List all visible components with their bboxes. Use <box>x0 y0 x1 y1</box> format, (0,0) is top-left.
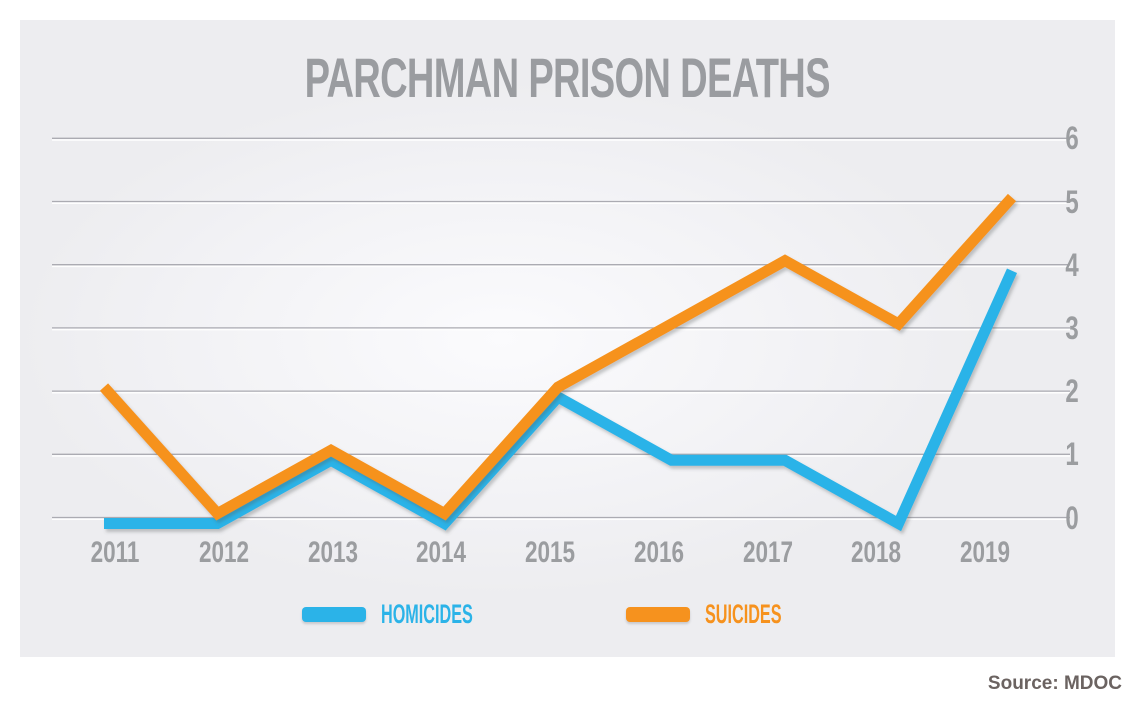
x-axis-label: 2015 <box>524 536 576 569</box>
x-axis-label: 2012 <box>198 536 249 569</box>
homicides-line <box>104 268 1018 532</box>
homicides-swatch <box>302 607 367 622</box>
data-series <box>99 193 1018 532</box>
suicides-swatch <box>626 607 691 622</box>
y-axis-label: 3 <box>1065 309 1079 346</box>
y-axis-label: 5 <box>1065 183 1079 220</box>
suicides-legend-label: SUICIDES <box>705 599 782 629</box>
source-note: Source: MDOC <box>987 673 1122 694</box>
x-axis-label: 2016 <box>633 536 684 569</box>
y-axis-label: 1 <box>1065 436 1079 473</box>
x-axis-label: 2018 <box>851 536 902 569</box>
gridlines <box>52 137 1070 520</box>
legend-item-homicides: HOMICIDES <box>302 601 534 628</box>
y-axis-label: 4 <box>1065 246 1079 283</box>
y-axis-label: 2 <box>1065 373 1079 410</box>
x-axis-label: 2013 <box>307 536 358 569</box>
x-axis-label: 2011 <box>90 536 140 569</box>
legend-item-suicides: SUICIDES <box>626 601 833 628</box>
y-axis-label: 0 <box>1065 499 1079 536</box>
y-axis-label: 6 <box>1065 120 1079 157</box>
homicides-legend-label: HOMICIDES <box>381 599 474 629</box>
x-axis-label: 2019 <box>959 536 1011 569</box>
suicides-line <box>99 193 1017 521</box>
line-chart-plot <box>52 137 1070 532</box>
legend: HOMICIDES SUICIDES <box>20 601 1115 628</box>
x-axis-label: 2014 <box>416 536 467 569</box>
x-axis-label: 2017 <box>742 536 793 569</box>
